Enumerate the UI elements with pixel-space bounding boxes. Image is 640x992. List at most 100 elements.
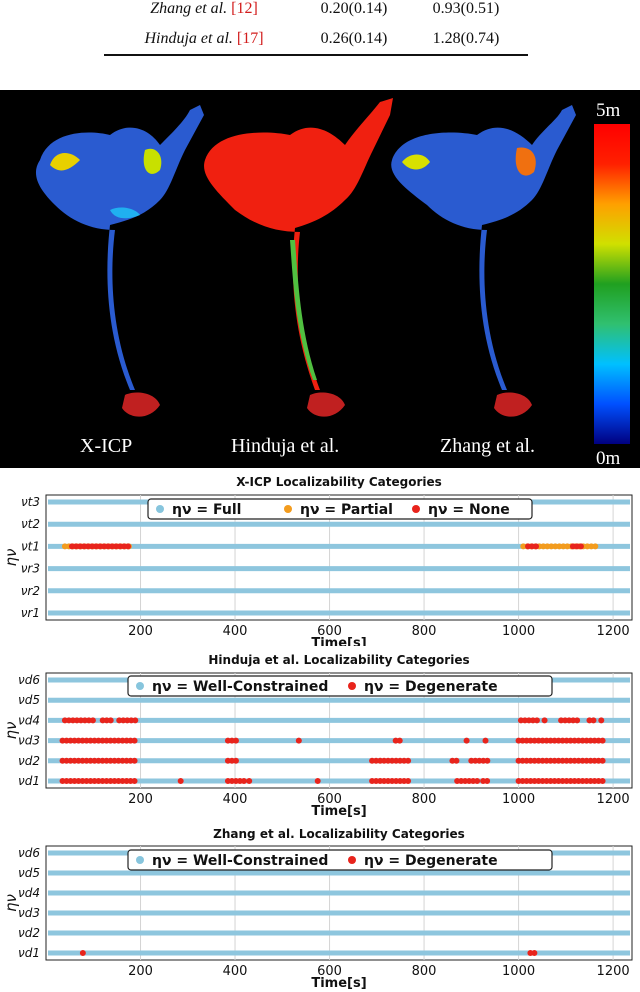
legend-label: ην = Partial: [300, 502, 393, 518]
degeneracy-marker: [224, 778, 247, 784]
x-tick-label: 800: [412, 624, 437, 639]
data-point: [232, 757, 239, 764]
x-tick-label: 1000: [502, 792, 535, 807]
legend-marker: [412, 505, 420, 513]
degeneracy-marker: [68, 543, 131, 550]
data-point: [533, 717, 540, 724]
data-point: [240, 778, 247, 784]
y-tick-label: νt2: [21, 517, 40, 531]
error-heatmap-figure: X-ICP Hinduja et al. Zhang et al. 5m 0m: [0, 90, 640, 469]
citation-link[interactable]: [17]: [236, 30, 264, 47]
x-tick-label: 1200: [597, 792, 630, 807]
x-tick-label: 1000: [502, 964, 535, 979]
map-x-icp: X-ICP: [35, 105, 204, 457]
legend-label: ην = None: [428, 502, 510, 518]
data-point: [531, 950, 538, 956]
y-tick-label: νd4: [18, 713, 40, 727]
legend-marker: [348, 856, 356, 864]
degeneracy-marker: [224, 737, 239, 744]
data-point: [453, 757, 460, 764]
degeneracy-marker: [79, 950, 86, 956]
x-tick-label: 400: [223, 792, 248, 807]
data-point: [474, 778, 481, 784]
data-point: [463, 737, 470, 744]
data-point: [599, 778, 606, 784]
degeneracy-marker: [369, 757, 412, 764]
legend-marker: [136, 856, 144, 864]
colorbar-min-label: 0m: [596, 448, 621, 468]
x-tick-label: 1000: [502, 624, 535, 639]
results-table: Zhang et al. [12] 0.20(0.14) 0.93(0.51) …: [104, 0, 528, 60]
y-tick-label: νd5: [18, 693, 40, 707]
legend-label: ην = Degenerate: [364, 679, 498, 695]
y-tick-label: νr3: [21, 562, 40, 576]
table-cell: 0.20(0.14): [320, 0, 388, 17]
legend-marker: [156, 505, 164, 513]
data-point: [89, 717, 96, 724]
data-point: [482, 737, 489, 744]
plot-title: Hinduja et al. Localizability Categories: [208, 653, 469, 667]
data-point: [124, 543, 131, 550]
plot-title: X-ICP Localizability Categories: [236, 475, 442, 489]
degeneracy-marker: [586, 717, 597, 724]
y-tick-label: νd3: [18, 734, 40, 748]
data-point: [484, 757, 491, 764]
x-tick-label: 600: [317, 964, 342, 979]
y-tick-label: νd5: [18, 866, 40, 880]
table-row: Zhang et al. [12] 0.20(0.14) 0.93(0.51): [104, 0, 528, 22]
plot-svg-hinduja: Hinduja et al. Localizability Categories…: [2, 653, 633, 819]
y-tick-label: νd1: [18, 774, 40, 788]
map-hinduja: Hinduja et al.: [204, 98, 393, 457]
degeneracy-marker: [541, 717, 548, 724]
y-axis-label: ην: [2, 549, 20, 567]
degeneracy-marker: [295, 737, 302, 744]
y-axis-label: ην: [2, 894, 20, 912]
y-tick-label: νd1: [18, 946, 40, 960]
map-label-zhang: Zhang et al.: [440, 435, 535, 457]
data-point: [232, 737, 239, 744]
degeneracy-marker: [515, 778, 606, 784]
table-cell: 0.93(0.51): [432, 0, 500, 17]
x-tick-label: 1200: [597, 964, 630, 979]
map-label-x-icp: X-ICP: [80, 435, 132, 457]
degeneracy-marker: [314, 778, 321, 784]
data-point: [599, 757, 606, 764]
data-point: [592, 543, 599, 550]
plot-title: Zhang et al. Localizability Categories: [213, 827, 465, 841]
degeneracy-marker: [480, 778, 491, 784]
data-point: [405, 757, 412, 764]
map-label-hinduja: Hinduja et al.: [231, 435, 339, 457]
degeneracy-marker: [177, 778, 184, 784]
y-tick-label: νd6: [18, 673, 40, 687]
degeneracy-marker: [449, 757, 460, 764]
data-point: [484, 778, 491, 784]
data-point: [590, 717, 597, 724]
colorbar: [594, 124, 630, 444]
degeneracy-marker: [558, 717, 581, 724]
data-point: [533, 543, 540, 550]
data-point: [598, 717, 605, 724]
degeneracy-marker: [463, 737, 470, 744]
data-point: [131, 737, 138, 744]
table-bottom-rule: [104, 54, 528, 56]
degeneracy-marker: [517, 717, 540, 724]
localizability-plot-hinduja: Hinduja et al. Localizability Categories…: [0, 648, 640, 822]
data-point: [396, 737, 403, 744]
degeneracy-marker: [246, 778, 253, 784]
data-point: [79, 950, 86, 956]
y-tick-label: νd6: [18, 846, 40, 860]
x-tick-label: 400: [223, 964, 248, 979]
legend-marker: [136, 682, 144, 690]
legend-label: ην = Well-Constrained: [152, 853, 328, 869]
data-point: [246, 778, 253, 784]
degeneracy-marker: [527, 950, 538, 956]
data-point: [599, 737, 606, 744]
degeneracy-marker: [454, 778, 481, 784]
degeneracy-marker: [369, 778, 412, 784]
data-point: [574, 717, 581, 724]
citation-link[interactable]: [12]: [231, 0, 258, 17]
degeneracy-marker: [392, 737, 403, 744]
data-point: [314, 778, 321, 784]
y-tick-label: νd4: [18, 886, 40, 900]
x-tick-label: 600: [317, 792, 342, 807]
